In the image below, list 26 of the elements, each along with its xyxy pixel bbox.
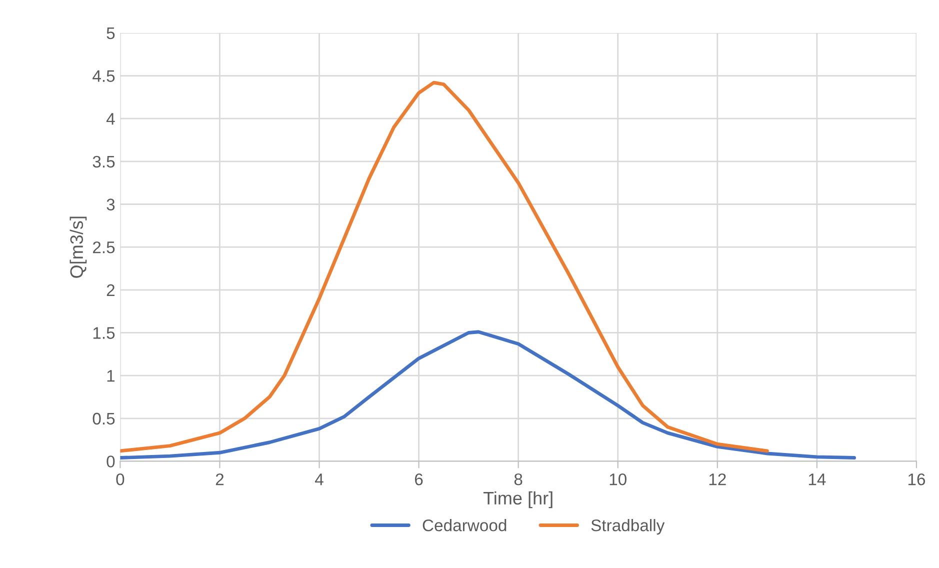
y-tick-label: 2.5 <box>93 241 115 254</box>
line-series <box>120 330 856 460</box>
x-tick-label: 10 <box>610 473 626 486</box>
y-tick-label: 5 <box>106 28 115 40</box>
y-tick-label: 3.5 <box>92 156 115 168</box>
x-axis-title: Time [hr] <box>483 491 552 508</box>
x-tick-label: 12 <box>709 473 726 486</box>
line-series <box>120 80 769 453</box>
x-tick-label: 4 <box>315 474 324 486</box>
x-tick-label: 8 <box>514 473 522 486</box>
x-tick-label: 2 <box>216 473 224 486</box>
x-tick-label: 16 <box>908 473 925 486</box>
legend-label: Stradbally <box>591 519 665 535</box>
x-tick-label: 6 <box>415 473 423 486</box>
x-tick-label: 14 <box>808 474 826 486</box>
y-tick-label: 0.5 <box>92 412 115 425</box>
y-tick-label: 4 <box>106 113 115 125</box>
y-tick-label: 4.5 <box>92 70 115 82</box>
x-tick-label: 0 <box>116 473 124 486</box>
legend-label: Cedarwood <box>422 519 506 532</box>
y-tick-label: 1.5 <box>93 327 115 339</box>
y-tick-label: 2 <box>106 284 114 296</box>
y-axis-title: Q[m3/s] <box>70 216 87 278</box>
y-tick-label: 3 <box>106 198 115 210</box>
y-tick-label: 1 <box>107 370 115 382</box>
y-tick-label: 0 <box>106 456 115 468</box>
